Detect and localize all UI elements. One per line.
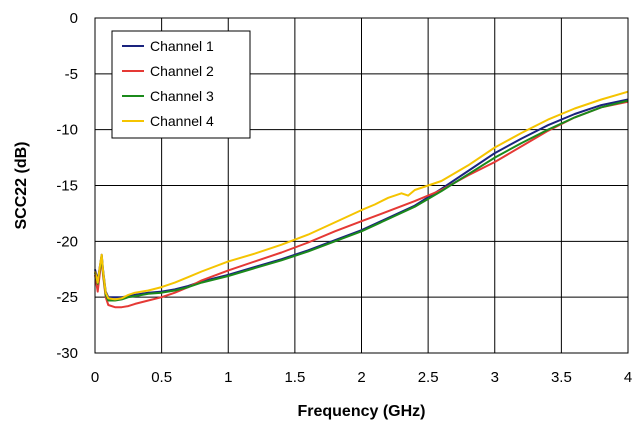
x-tick-label: 3 — [491, 369, 499, 386]
legend-label: Channel 2 — [150, 63, 214, 79]
y-tick-label: -15 — [56, 178, 78, 195]
series-lines — [94, 90, 629, 309]
x-tick-label: 2.5 — [418, 369, 439, 386]
x-tick-label: 4 — [624, 369, 632, 386]
legend-label: Channel 1 — [150, 38, 214, 54]
plot-area-frame — [94, 17, 629, 354]
x-tick-label: 0.5 — [151, 369, 172, 386]
legend: Channel 1 Channel 2 Channel 3 Channel 4 — [111, 30, 251, 139]
x-tick-label: 0 — [91, 369, 99, 386]
x-axis-title: Frequency (GHz) — [297, 403, 425, 420]
y-tick-label: -5 — [65, 66, 78, 83]
x-tick-label: 1 — [224, 369, 232, 386]
x-tick-label: 2 — [357, 369, 365, 386]
x-tick-label: 1.5 — [284, 369, 305, 386]
y-tick-label: -10 — [56, 122, 78, 139]
y-tick-label: -20 — [56, 233, 78, 250]
series-line-channel-4 — [94, 90, 629, 301]
y-tick-label: -30 — [56, 345, 78, 362]
y-tick-label: 0 — [70, 10, 78, 27]
y-tick-label: -25 — [56, 289, 78, 306]
tick-labels: 0 0.5 1 1.5 2 2.5 3 3.5 4 0 -5 -10 -15 -20 -25 -30 — [56, 10, 632, 386]
x-tick-label: 3.5 — [551, 369, 572, 386]
legend-label: Channel 4 — [150, 113, 214, 129]
y-axis-title: SCC22 (dB) — [13, 141, 30, 229]
legend-label: Channel 3 — [150, 88, 214, 104]
series-line-channel-2 — [94, 100, 629, 309]
